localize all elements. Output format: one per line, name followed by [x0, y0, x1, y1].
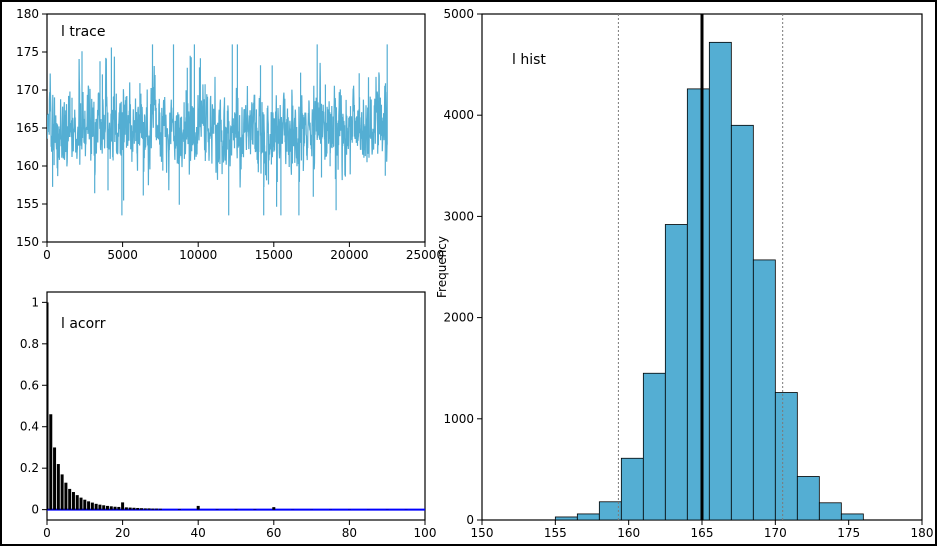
svg-text:170: 170 [16, 83, 39, 97]
svg-text:15000: 15000 [255, 248, 293, 262]
hist-panel: 150 155 160 165 170 175 180 0 1000 2000 3000 4000 50… [435, 7, 933, 540]
svg-text:160: 160 [16, 159, 39, 173]
svg-text:5000: 5000 [107, 248, 138, 262]
svg-text:155: 155 [16, 197, 39, 211]
svg-text:20: 20 [115, 526, 130, 540]
hist-bar [643, 373, 665, 520]
hist-bar [731, 125, 753, 520]
svg-text:155: 155 [544, 526, 567, 540]
hist-bar [577, 514, 599, 520]
svg-text:0.4: 0.4 [20, 420, 39, 434]
acorr-panel: 0 20 40 60 80 100 0 0.2 0.4 0.6 0.8 1 l acorr [20, 292, 437, 540]
hist-bar [775, 392, 797, 520]
hist-ylabel: Frequency [435, 236, 449, 298]
trace-panel: 0500010000150002000025000150155160165170… [16, 7, 444, 262]
svg-text:0: 0 [43, 248, 51, 262]
svg-text:0: 0 [31, 503, 39, 517]
svg-text:4000: 4000 [443, 108, 474, 122]
svg-text:175: 175 [16, 45, 39, 59]
hist-bar [621, 458, 643, 520]
svg-text:0: 0 [466, 513, 474, 527]
hist-bar [841, 514, 863, 520]
svg-text:180: 180 [911, 526, 934, 540]
hist-label: l hist [512, 52, 546, 68]
svg-text:1: 1 [31, 295, 39, 309]
figure-root: 0500010000150002000025000150155160165170… [2, 2, 935, 544]
hist-bar [709, 42, 731, 520]
svg-text:60: 60 [266, 526, 281, 540]
trace-line [47, 44, 387, 215]
trace-label: l trace [61, 24, 105, 40]
svg-text:80: 80 [342, 526, 357, 540]
svg-text:10000: 10000 [179, 248, 217, 262]
svg-text:150: 150 [16, 235, 39, 249]
svg-text:3000: 3000 [443, 209, 474, 223]
hist-bar [665, 224, 687, 520]
svg-text:1000: 1000 [443, 412, 474, 426]
svg-text:100: 100 [414, 526, 437, 540]
svg-text:170: 170 [764, 526, 787, 540]
hist-bar [687, 89, 709, 520]
hist-bar [819, 503, 841, 520]
svg-text:175: 175 [837, 526, 860, 540]
svg-text:40: 40 [191, 526, 206, 540]
svg-text:150: 150 [471, 526, 494, 540]
svg-text:0: 0 [43, 526, 51, 540]
svg-text:2000: 2000 [443, 311, 474, 325]
svg-text:20000: 20000 [330, 248, 368, 262]
hist-bar [753, 260, 775, 520]
svg-text:165: 165 [16, 121, 39, 135]
hist-bar [797, 476, 819, 520]
acorr-label: l acorr [61, 316, 106, 332]
svg-text:165: 165 [691, 526, 714, 540]
svg-text:0.6: 0.6 [20, 378, 39, 392]
svg-text:0.8: 0.8 [20, 337, 39, 351]
svg-text:0.2: 0.2 [20, 461, 39, 475]
hist-bar [555, 517, 577, 520]
svg-text:5000: 5000 [443, 7, 474, 21]
svg-text:160: 160 [617, 526, 640, 540]
svg-text:180: 180 [16, 7, 39, 21]
